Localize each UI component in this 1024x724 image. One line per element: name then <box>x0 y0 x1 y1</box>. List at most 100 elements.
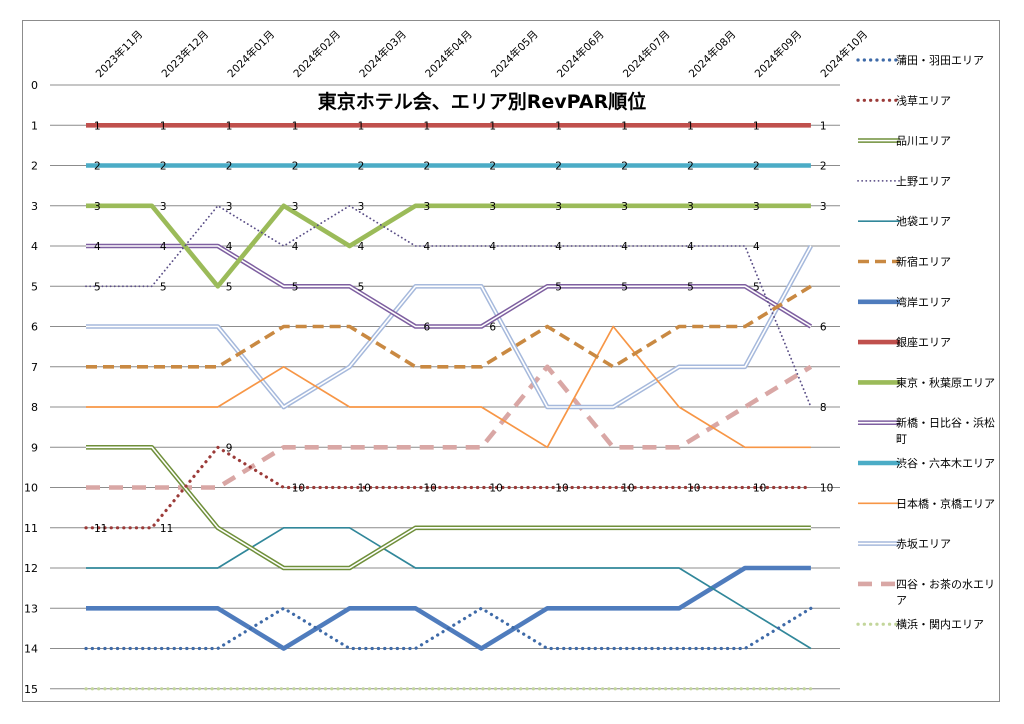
y-tick-label: 13 <box>24 602 38 615</box>
data-label: 1 <box>687 120 694 132</box>
legend-label: 蒲田・羽田エリア <box>896 53 984 67</box>
data-label: 4 <box>94 241 101 253</box>
legend-label: 新宿エリア <box>896 255 951 269</box>
data-label: 4 <box>358 241 365 253</box>
data-label: 1 <box>160 120 167 132</box>
legend-label: 浅草エリア <box>896 94 951 107</box>
data-label: 10 <box>753 483 766 495</box>
legend-label: 品川エリア <box>896 135 951 148</box>
y-tick-label: 10 <box>24 482 38 495</box>
legend-label: ア <box>896 594 907 607</box>
data-label: 2 <box>292 161 299 173</box>
series-line-group <box>86 244 813 410</box>
legend-item: 横浜・関内エリア <box>856 617 984 631</box>
legend-label: 赤坂エリア <box>896 538 951 551</box>
series-line <box>86 284 812 369</box>
data-label: 1 <box>292 120 299 132</box>
data-label: 6 <box>424 322 431 334</box>
series-line-group <box>86 203 811 289</box>
data-label: 2 <box>160 161 167 173</box>
data-label: 4 <box>226 241 233 253</box>
data-label: 10 <box>687 483 700 495</box>
data-label: 2 <box>687 161 694 173</box>
data-label: 5 <box>555 281 562 293</box>
data-label: 2 <box>226 161 233 173</box>
data-label: 10 <box>555 483 568 495</box>
legend-item: 銀座エリア <box>858 335 951 349</box>
legend-label: 東京・秋葉原エリア <box>896 375 995 389</box>
x-tick-label: 2024年09月 <box>752 28 804 80</box>
legend-item: 上野エリア <box>857 175 951 188</box>
data-label: 3 <box>160 201 167 213</box>
data-label: 8 <box>820 402 827 414</box>
data-label: 5 <box>160 281 167 293</box>
data-label: 5 <box>687 281 694 293</box>
data-label: 2 <box>555 161 562 173</box>
legend-label: 日本橋・京橋エリア <box>896 496 995 510</box>
data-label: 2 <box>424 161 431 173</box>
data-label: 3 <box>621 201 628 213</box>
data-label: 11 <box>160 523 173 535</box>
data-label: 4 <box>621 241 628 253</box>
data-label: 6 <box>820 322 827 334</box>
legend-item: 蒲田・羽田エリア <box>856 53 984 67</box>
data-label: 1 <box>358 120 365 132</box>
data-label: 4 <box>424 241 431 253</box>
legend-label: 町 <box>896 433 907 446</box>
data-label: 2 <box>621 161 628 173</box>
legend-item: 品川エリア <box>858 135 951 148</box>
data-label: 1 <box>226 120 233 132</box>
x-tick-label: 2024年02月 <box>291 28 343 80</box>
data-label: 3 <box>687 201 694 213</box>
y-tick-label: 3 <box>31 200 38 213</box>
data-label: 10 <box>621 483 634 495</box>
series-line-group <box>84 445 813 530</box>
series-line-group <box>86 526 812 650</box>
series-line-group <box>86 445 811 571</box>
x-tick-label: 2024年05月 <box>488 28 540 80</box>
data-label: 1 <box>820 120 827 132</box>
data-label: 1 <box>489 120 496 132</box>
legend-label: 四谷・お茶の水エリ <box>896 578 995 591</box>
data-label: 4 <box>687 241 694 253</box>
y-tick-label: 14 <box>24 643 38 656</box>
series-line-group <box>86 325 811 449</box>
series-line-group <box>86 243 813 329</box>
data-label: 6 <box>489 322 496 334</box>
series-line <box>85 204 812 408</box>
data-label: 3 <box>292 201 299 213</box>
legend-item: 日本橋・京橋エリア <box>858 496 995 510</box>
data-label: 10 <box>820 483 833 495</box>
series-line <box>86 325 811 449</box>
data-label: 10 <box>358 483 371 495</box>
series-line-group <box>84 606 813 651</box>
chart-title: 東京ホテル会、エリア別RevPAR順位 <box>318 90 646 113</box>
series-line <box>84 606 813 651</box>
chart-frame <box>22 20 1000 702</box>
x-axis-ticks: 2023年11月 2023年12月 2024年01月 2024年02月 2024年03月… <box>93 28 870 80</box>
x-tick-label: 2024年03月 <box>357 28 409 80</box>
data-label: 2 <box>820 161 827 173</box>
series-line <box>86 203 811 289</box>
data-label: 1 <box>424 120 431 132</box>
data-label: 3 <box>424 201 431 213</box>
y-tick-label: 8 <box>31 401 38 414</box>
series-line-group <box>86 284 812 369</box>
data-label: 3 <box>820 201 827 213</box>
x-tick-label: 2024年07月 <box>620 28 672 80</box>
data-label: 10 <box>292 483 305 495</box>
series-line-group <box>86 364 813 490</box>
data-label: 5 <box>358 281 365 293</box>
data-label: 2 <box>358 161 365 173</box>
legend-item: 赤坂エリア <box>858 538 951 551</box>
data-label: 3 <box>94 201 101 213</box>
x-tick-label: 2023年12月 <box>159 28 211 80</box>
data-label: 3 <box>358 201 365 213</box>
y-tick-label: 11 <box>24 522 38 535</box>
legend-item: 浅草エリア <box>856 94 951 107</box>
x-tick-label: 2024年01月 <box>225 28 277 80</box>
legend-item: 新宿エリア <box>858 255 951 269</box>
data-label: 4 <box>292 241 299 253</box>
